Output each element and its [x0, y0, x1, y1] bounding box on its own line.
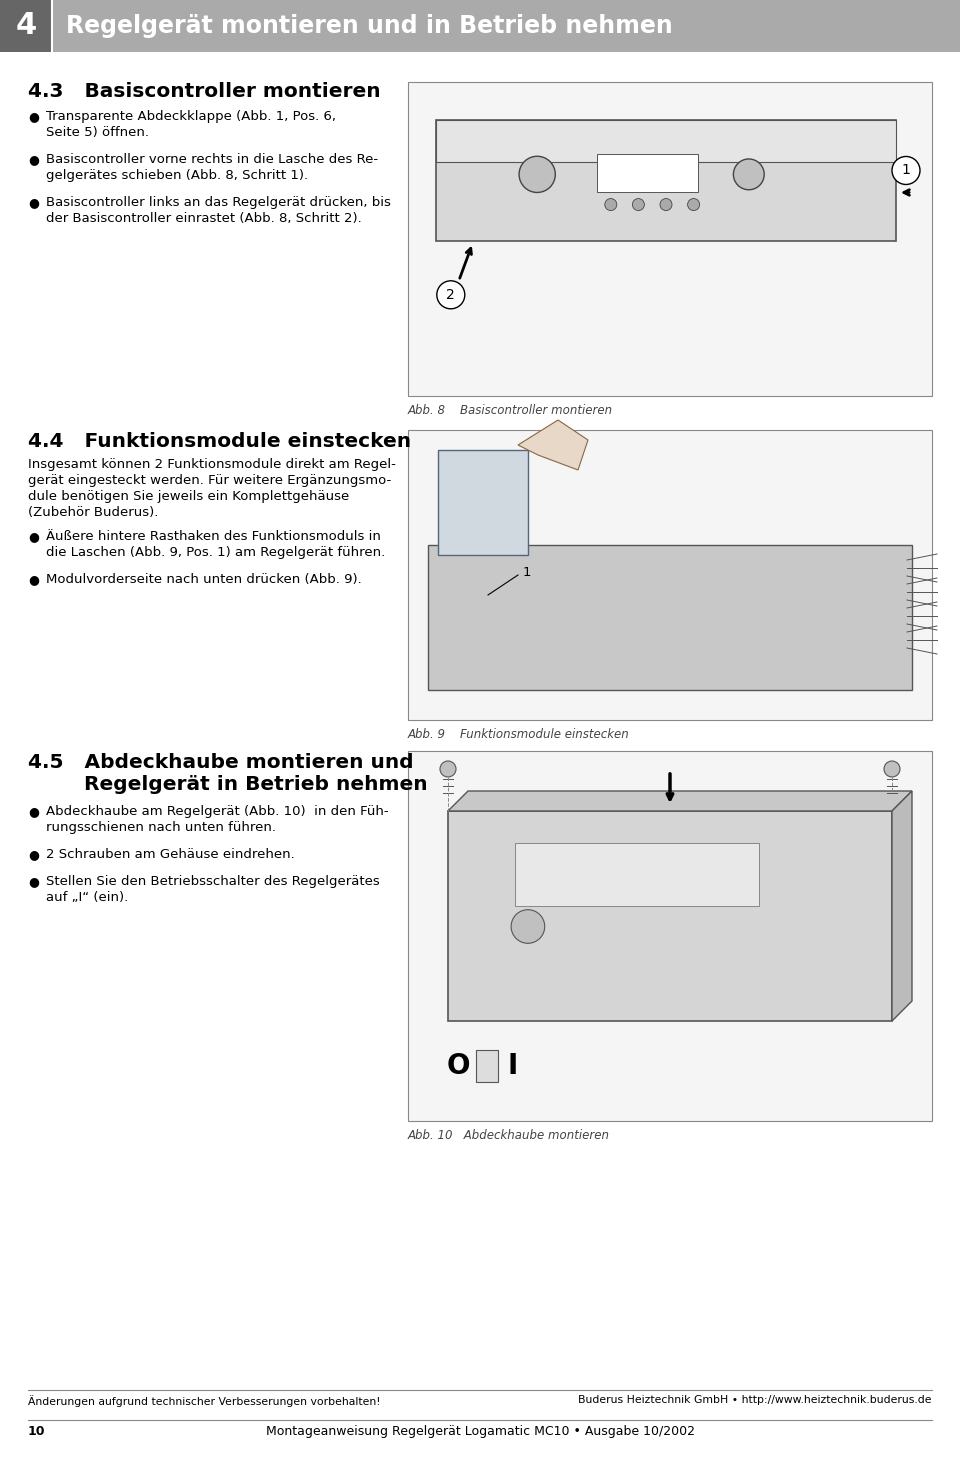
Text: dule benötigen Sie jeweils ein Komplettgehäuse: dule benötigen Sie jeweils ein Komplettg… — [28, 490, 349, 504]
Bar — [476, 1050, 498, 1083]
Circle shape — [892, 157, 920, 185]
Circle shape — [633, 198, 644, 211]
Text: rungsschienen nach unten führen.: rungsschienen nach unten führen. — [46, 821, 276, 835]
Circle shape — [733, 160, 764, 189]
Bar — [438, 450, 528, 555]
Text: 1: 1 — [523, 567, 532, 579]
Circle shape — [440, 761, 456, 777]
Text: 1: 1 — [901, 164, 910, 177]
Text: O: O — [446, 1052, 469, 1080]
Text: ●: ● — [28, 109, 38, 123]
Text: ●: ● — [28, 848, 38, 861]
Circle shape — [605, 198, 616, 211]
Circle shape — [519, 157, 555, 192]
Text: Stellen Sie den Betriebsschalter des Regelgerätes: Stellen Sie den Betriebsschalter des Reg… — [46, 876, 380, 888]
Text: Buderus Heiztechnik GmbH • http://www.heiztechnik.buderus.de: Buderus Heiztechnik GmbH • http://www.he… — [579, 1394, 932, 1405]
Text: ●: ● — [28, 573, 38, 586]
Text: Regelgerät in Betrieb nehmen: Regelgerät in Betrieb nehmen — [28, 775, 427, 795]
Text: Seite 5) öffnen.: Seite 5) öffnen. — [46, 126, 149, 139]
Text: 4.4   Funktionsmodule einstecken: 4.4 Funktionsmodule einstecken — [28, 431, 411, 450]
Bar — [408, 83, 932, 396]
Circle shape — [511, 910, 544, 944]
Bar — [436, 120, 896, 162]
Text: 2: 2 — [446, 288, 455, 301]
Text: Abb. 10   Abdeckhaube montieren: Abb. 10 Abdeckhaube montieren — [408, 1128, 610, 1142]
Polygon shape — [518, 419, 588, 470]
Text: Basiscontroller links an das Regelgerät drücken, bis: Basiscontroller links an das Regelgerät … — [46, 196, 391, 210]
Text: Abdeckhaube am Regelgerät (Abb. 10)  in den Füh-: Abdeckhaube am Regelgerät (Abb. 10) in d… — [46, 805, 389, 818]
Bar — [436, 120, 896, 241]
Circle shape — [884, 761, 900, 777]
Bar — [448, 811, 892, 1021]
Polygon shape — [892, 792, 912, 1021]
Text: ●: ● — [28, 876, 38, 888]
Bar — [428, 545, 912, 690]
Text: gerät eingesteckt werden. Für weitere Ergänzungsmo-: gerät eingesteckt werden. Für weitere Er… — [28, 474, 392, 487]
Text: Transparente Abdeckklappe (Abb. 1, Pos. 6,: Transparente Abdeckklappe (Abb. 1, Pos. … — [46, 109, 336, 123]
Bar — [408, 430, 932, 719]
Polygon shape — [448, 792, 912, 811]
Text: 4.5   Abdeckhaube montieren und: 4.5 Abdeckhaube montieren und — [28, 753, 414, 772]
Text: die Laschen (Abb. 9, Pos. 1) am Regelgerät führen.: die Laschen (Abb. 9, Pos. 1) am Regelger… — [46, 546, 385, 558]
Text: 10: 10 — [28, 1425, 45, 1439]
Bar — [0, 0, 960, 52]
Text: ●: ● — [28, 154, 38, 167]
Text: Äußere hintere Rasthaken des Funktionsmoduls in: Äußere hintere Rasthaken des Funktionsmo… — [46, 530, 381, 544]
Text: Montageanweisung Regelgerät Logamatic MC10 • Ausgabe 10/2002: Montageanweisung Regelgerät Logamatic MC… — [266, 1425, 694, 1439]
Text: auf „I“ (ein).: auf „I“ (ein). — [46, 892, 129, 904]
Circle shape — [660, 198, 672, 211]
Text: ●: ● — [28, 805, 38, 818]
Circle shape — [437, 281, 465, 309]
Text: 4.3   Basiscontroller montieren: 4.3 Basiscontroller montieren — [28, 83, 380, 100]
Text: 2 Schrauben am Gehäuse eindrehen.: 2 Schrauben am Gehäuse eindrehen. — [46, 848, 295, 861]
Bar — [515, 842, 758, 905]
Bar — [0, 0, 52, 52]
Text: Basiscontroller vorne rechts in die Lasche des Re-: Basiscontroller vorne rechts in die Lasc… — [46, 154, 378, 167]
Text: Insgesamt können 2 Funktionsmodule direkt am Regel-: Insgesamt können 2 Funktionsmodule direk… — [28, 458, 396, 471]
Text: ●: ● — [28, 196, 38, 210]
Text: ●: ● — [28, 530, 38, 544]
Text: Abb. 8    Basiscontroller montieren: Abb. 8 Basiscontroller montieren — [408, 405, 613, 417]
Text: der Basiscontroller einrastet (Abb. 8, Schritt 2).: der Basiscontroller einrastet (Abb. 8, S… — [46, 213, 362, 226]
Text: Änderungen aufgrund technischer Verbesserungen vorbehalten!: Änderungen aufgrund technischer Verbesse… — [28, 1394, 380, 1408]
Text: Regelgerät montieren und in Betrieb nehmen: Regelgerät montieren und in Betrieb nehm… — [66, 13, 673, 38]
Text: Modulvorderseite nach unten drücken (Abb. 9).: Modulvorderseite nach unten drücken (Abb… — [46, 573, 362, 586]
Text: 4: 4 — [15, 12, 36, 40]
Text: Abb. 9    Funktionsmodule einstecken: Abb. 9 Funktionsmodule einstecken — [408, 728, 630, 741]
Bar — [408, 750, 932, 1121]
Circle shape — [687, 198, 700, 211]
Text: (Zubehör Buderus).: (Zubehör Buderus). — [28, 507, 158, 518]
Text: gelgerätes schieben (Abb. 8, Schritt 1).: gelgerätes schieben (Abb. 8, Schritt 1). — [46, 170, 308, 182]
Text: I: I — [508, 1052, 518, 1080]
Bar — [597, 154, 698, 192]
